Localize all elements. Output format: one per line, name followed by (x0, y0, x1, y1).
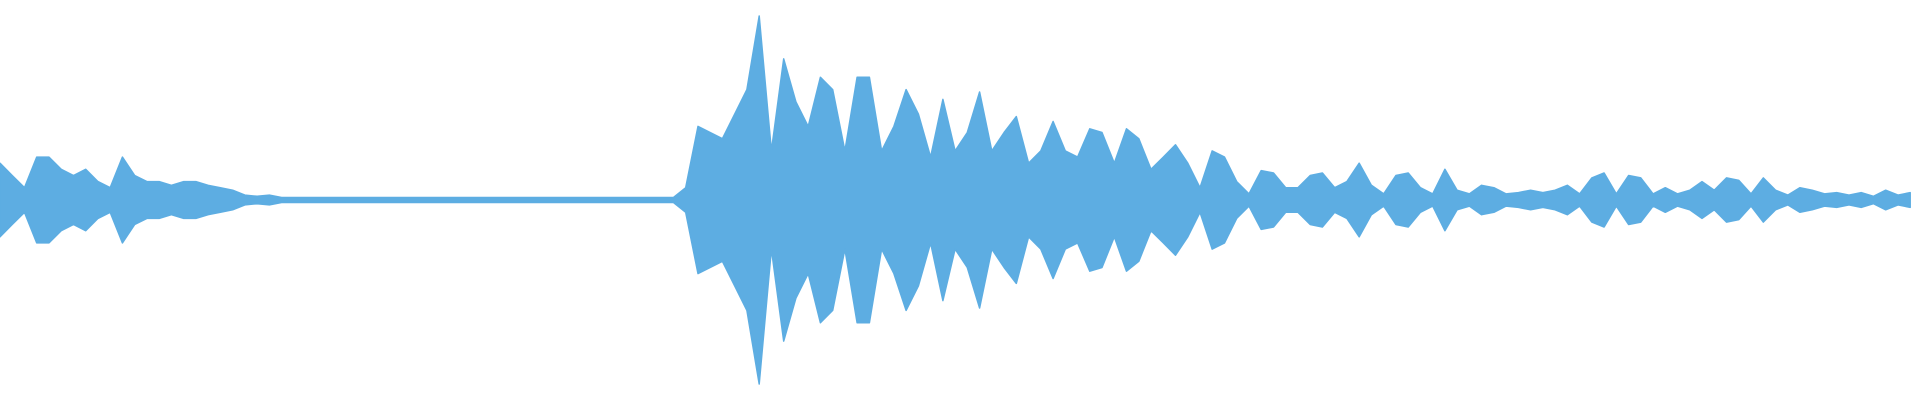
waveform (0, 15, 1911, 385)
